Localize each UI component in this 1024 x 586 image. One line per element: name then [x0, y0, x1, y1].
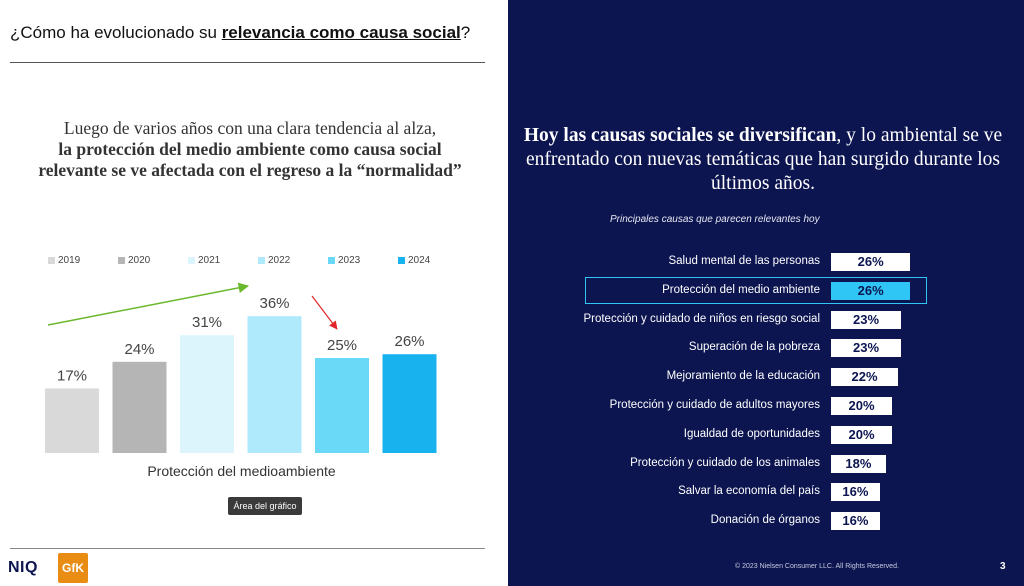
slide-heading: ¿Cómo ha evolucionado su relevancia como…: [10, 23, 471, 42]
cause-label: Protección del medio ambiente: [662, 283, 820, 296]
legend-swatch: [258, 257, 265, 264]
legend-swatch: [48, 257, 55, 264]
bar-value-label: 26%: [394, 333, 424, 350]
legend-item-2020: 2020: [118, 255, 150, 266]
cause-label: Protección y cuidado de los animales: [630, 456, 820, 469]
legend-label: 2023: [338, 255, 361, 266]
cause-row: Salud mental de las personas 26%: [520, 252, 990, 272]
footer-divider: [10, 548, 485, 549]
right-title-bold: Hoy las causas sociales se diversifican: [523, 125, 837, 146]
bar-value-label: 17%: [57, 367, 87, 384]
heading-emphasis: relevancia como causa social: [221, 23, 461, 42]
cause-row: Protección y cuidado de adultos mayores 2…: [520, 396, 990, 416]
cause-bar[interactable]: 20%: [831, 397, 892, 415]
cause-bar[interactable]: 16%: [831, 512, 880, 531]
bar-value-label: 24%: [124, 341, 154, 358]
left-panel: [0, 0, 508, 586]
copyright: © 2023 Nielsen Consumer LLC. All Rights …: [735, 563, 899, 570]
heading-divider: [10, 62, 485, 63]
legend-swatch: [188, 257, 195, 264]
legend-item-2019: 2019: [48, 255, 80, 266]
bar-value-label: 25%: [327, 337, 357, 354]
right-title-normal: , y lo ambiental se ve enfrentado con nu…: [526, 125, 1003, 194]
niq-logo: NIQ: [8, 559, 38, 576]
legend-item-2024: 2024: [398, 255, 430, 266]
cause-bar[interactable]: 26%: [831, 281, 911, 300]
cause-row: Protección y cuidado de niños en riesgo …: [520, 310, 990, 330]
bar-2024[interactable]: [382, 354, 437, 453]
legend-label: 2020: [128, 255, 151, 266]
cause-bar[interactable]: 23%: [831, 310, 902, 329]
cause-bar[interactable]: 16%: [831, 483, 880, 502]
insight-bold: la protección del medio ambiente como ca…: [38, 139, 462, 180]
cause-label: Superación de la pobreza: [688, 341, 820, 354]
page-number: 3: [1000, 561, 1006, 572]
trend-up-arrow: [47, 282, 250, 326]
trend-down-arrow: [311, 295, 338, 330]
bar-2020[interactable]: [112, 361, 167, 453]
legend-item-2022: 2022: [258, 255, 290, 266]
right-panel: [508, 0, 1024, 586]
legend-swatch: [398, 257, 405, 264]
causes-chart-title: Principales causas que parecen relevante…: [610, 214, 820, 225]
cause-bar[interactable]: 18%: [831, 454, 886, 473]
right-title: Hoy las causas sociales se diversifican,…: [520, 124, 1006, 196]
cause-row: Donación de órganos 16%: [520, 511, 990, 531]
bar-chart[interactable]: 17% 24% 31% 36% 25% 26%: [0, 270, 508, 460]
chart-caption: Protección del medioambiente: [147, 463, 336, 479]
insight-normal: Luego de varios años con una clara tende…: [63, 118, 437, 138]
bar-2019[interactable]: [45, 388, 99, 453]
bar-2022[interactable]: [247, 316, 302, 453]
bar-value-label: 31%: [192, 314, 222, 331]
cause-bar[interactable]: 22%: [831, 368, 899, 387]
bar-2023[interactable]: [315, 358, 369, 453]
cause-row: Salvar la economía del país 16%: [520, 482, 990, 502]
cause-row: Protección del medio ambiente 26%: [520, 281, 990, 301]
legend-label: 2021: [198, 255, 221, 266]
legend-swatch: [118, 257, 125, 264]
legend-label: 2024: [408, 255, 431, 266]
legend-label: 2022: [268, 255, 291, 266]
chart-area-tooltip: Área del gráfico: [228, 497, 302, 515]
legend-label: 2019: [58, 255, 81, 266]
legend-item-2021: 2021: [188, 255, 220, 266]
cause-row: Protección y cuidado de los animales 18%: [520, 454, 990, 474]
highlight-box: [585, 277, 927, 304]
legend-item-2023: 2023: [328, 255, 360, 266]
legend-swatch: [328, 257, 335, 264]
cause-bar[interactable]: 26%: [831, 253, 911, 271]
bar-2021[interactable]: [180, 335, 234, 453]
chart-legend: 2019 2020 2021 2022 2023 2024: [48, 255, 448, 269]
cause-label: Igualdad de oportunidades: [683, 427, 820, 440]
gfk-logo: GfK: [58, 553, 88, 583]
bar-value-label: 36%: [259, 295, 289, 312]
cause-label: Salvar la economía del país: [678, 485, 820, 498]
cause-row: Mejoramiento de la educación 22%: [520, 367, 990, 387]
cause-row: Igualdad de oportunidades 20%: [520, 425, 990, 445]
cause-bar[interactable]: 23%: [831, 339, 902, 358]
insight-text: Luego de varios años con una clara tende…: [30, 118, 470, 181]
cause-label: Donación de órganos: [710, 514, 820, 527]
cause-label: Protección y cuidado de adultos mayores: [609, 399, 820, 411]
cause-label: Mejoramiento de la educación: [666, 370, 820, 383]
cause-row: Superación de la pobreza 23%: [520, 338, 990, 358]
cause-bar[interactable]: 20%: [831, 425, 892, 444]
cause-label: Salud mental de las personas: [668, 255, 820, 267]
cause-label: Protección y cuidado de niños en riesgo …: [583, 312, 820, 325]
